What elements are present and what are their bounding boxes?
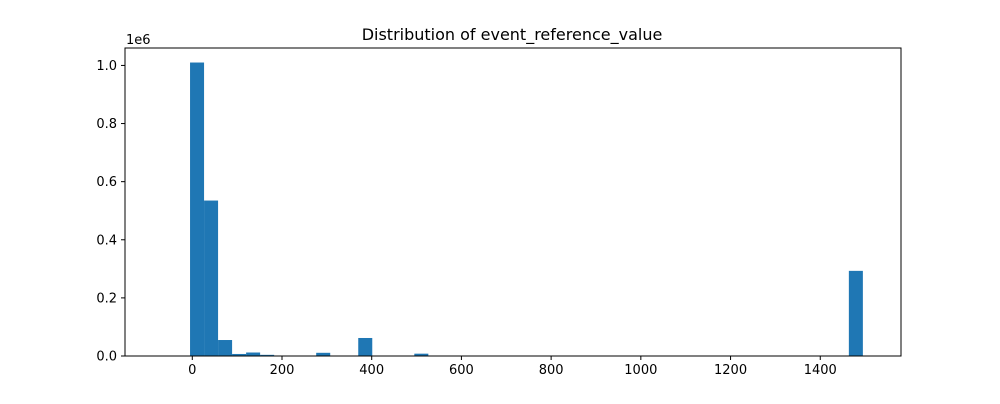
bars-group (190, 62, 863, 357)
y-axis-tick-label: 0.8 (96, 117, 117, 132)
histogram-bar (260, 354, 275, 356)
y-axis-tick-label: 0.0 (96, 350, 117, 365)
y-axis-tick-label: 0.2 (96, 291, 117, 306)
y-axis-offset-label: 1e6 (126, 33, 151, 48)
histogram-bar (204, 200, 219, 356)
y-axis: 0.0 0.2 0.4 0.6 0.8 1.0 (96, 59, 125, 365)
histogram-bar (218, 340, 233, 356)
histogram-bar (848, 270, 863, 356)
x-axis-tick-label: 600 (449, 363, 474, 378)
x-axis-tick-label: 1400 (804, 363, 837, 378)
histogram-bar (358, 337, 373, 356)
chart-title: Distribution of event_reference_value (362, 25, 663, 45)
y-axis-tick-label: 0.4 (96, 233, 117, 248)
x-axis-tick-label: 200 (270, 363, 295, 378)
plot-area-frame (124, 47, 902, 357)
histogram-bar (232, 353, 247, 356)
x-axis-tick-label: 1000 (624, 363, 657, 378)
x-axis-tick-label: 0 (188, 363, 196, 378)
histogram-bar (246, 352, 261, 356)
x-axis: 0 200 400 600 800 1000 1200 1400 (188, 356, 837, 378)
histogram-bar (316, 352, 331, 356)
x-axis-tick-label: 400 (359, 363, 384, 378)
x-axis-tick-label: 800 (539, 363, 564, 378)
y-axis-tick-label: 0.6 (96, 175, 117, 190)
x-axis-tick-label: 1200 (714, 363, 747, 378)
histogram-bar (414, 353, 429, 356)
y-axis-tick-label: 1.0 (96, 59, 117, 74)
histogram-bar (190, 62, 205, 357)
